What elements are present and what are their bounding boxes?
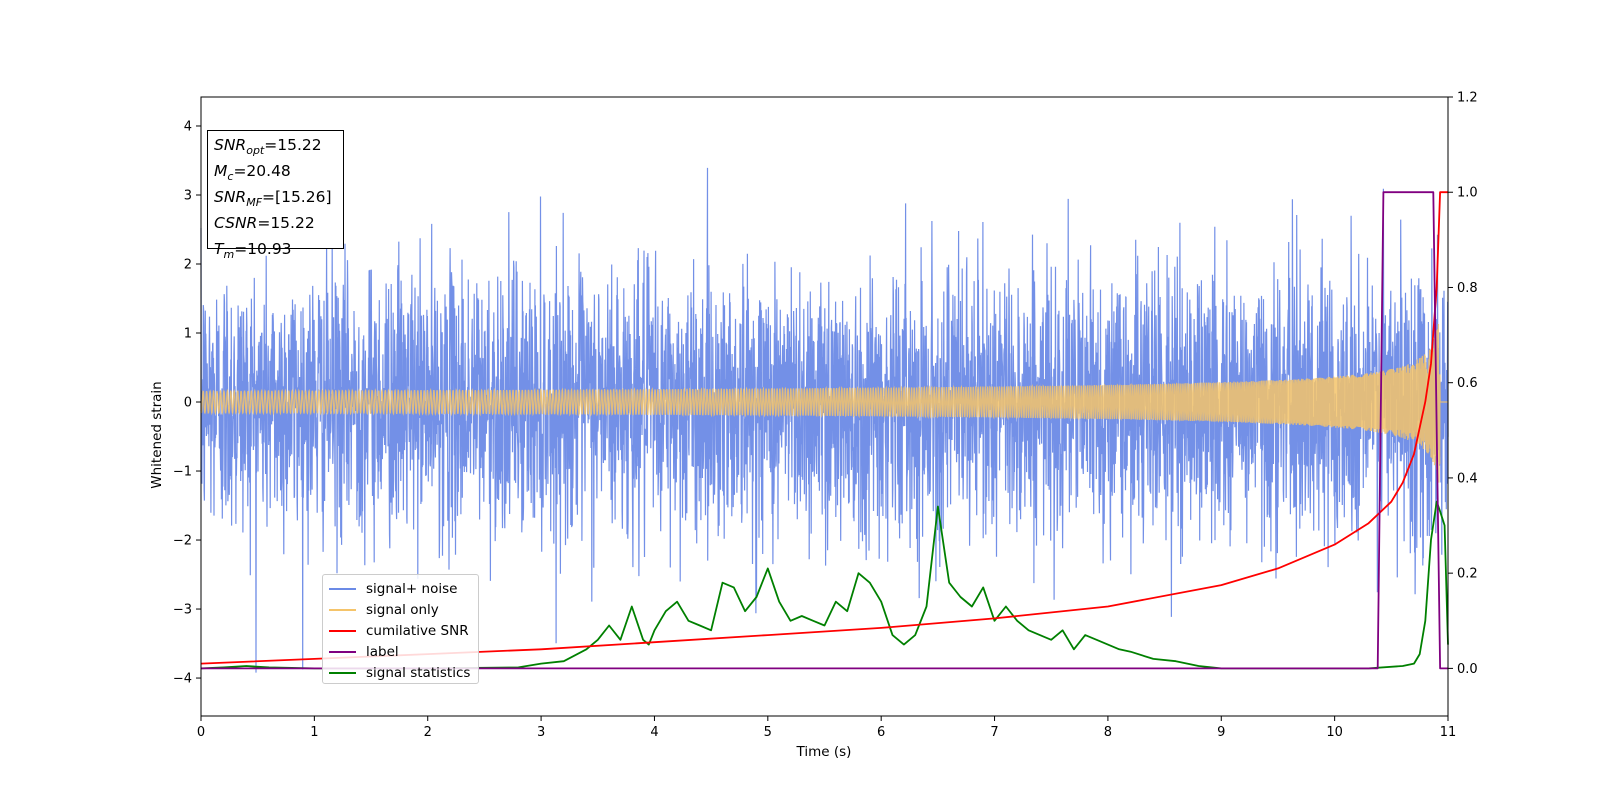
x-axis-label: Time (s) xyxy=(796,744,852,760)
legend-item-cumulative-snr: cumilative SNR xyxy=(329,620,478,641)
y2-tick-label: 1.2 xyxy=(1457,91,1478,106)
axes: 0 1 2 3 4 5 6 7 8 9 10 1143210−1−2−3−41.21.00.80.60… xyxy=(173,91,1478,741)
x-tick-label: 7 xyxy=(990,725,998,740)
legend: signal+ noise signal only cumilative SNR… xyxy=(322,574,479,684)
info-symbol: SNR xyxy=(214,136,247,154)
y2-tick-label: 1.0 xyxy=(1457,186,1478,201)
x-tick-label: 9 xyxy=(1217,725,1225,740)
info-subscript: m xyxy=(223,248,235,261)
legend-swatch xyxy=(329,629,356,632)
info-symbol: CSNR xyxy=(214,214,258,232)
info-value: =20.48 xyxy=(233,162,291,180)
x-tick-label: 1 xyxy=(310,725,318,740)
y-axis-label: Whitened strain xyxy=(149,381,165,488)
info-line-snr-opt: SNRopt=15.22 xyxy=(214,135,337,161)
info-value: =15.22 xyxy=(264,136,322,154)
y-tick-label: −1 xyxy=(173,465,192,480)
x-tick-label: 4 xyxy=(650,725,658,740)
cumulative-snr-line xyxy=(200,191,1448,665)
info-value: =[15.26] xyxy=(262,188,332,206)
y-tick-label: −4 xyxy=(173,672,192,687)
info-line-snr-mf: SNRMF=[15.26] xyxy=(214,187,337,213)
legend-item-signal-only: signal only xyxy=(329,599,478,620)
y-tick-label: 1 xyxy=(184,327,192,342)
x-tick-label: 5 xyxy=(764,725,772,740)
y2-tick-label: 0.0 xyxy=(1457,662,1478,677)
legend-swatch xyxy=(329,587,356,590)
info-line-csnr: CSNR=15.22 xyxy=(214,213,337,239)
y2-tick-label: 0.4 xyxy=(1457,471,1478,486)
x-tick-label: 0 xyxy=(197,725,205,740)
info-subscript: opt xyxy=(246,144,265,157)
legend-swatch xyxy=(329,608,356,611)
info-value: =10.93 xyxy=(234,240,292,258)
x-tick-label: 10 xyxy=(1326,725,1343,740)
legend-item-signal-statistics: signal statistics xyxy=(329,662,478,683)
info-box: SNRopt=15.22 Mc=20.48 SNRMF=[15.26] CSNR… xyxy=(207,130,344,261)
x-tick-label: 2 xyxy=(424,725,432,740)
info-symbol: M xyxy=(214,162,228,180)
info-subscript: MF xyxy=(246,196,263,209)
x-tick-label: 6 xyxy=(877,725,885,740)
legend-label: cumilative SNR xyxy=(366,622,469,639)
info-line-tm: Tm=10.93 xyxy=(214,239,337,265)
plot-frame xyxy=(200,96,1449,717)
legend-item-signal-noise: signal+ noise xyxy=(329,578,478,599)
legend-item-label: label xyxy=(329,641,478,662)
info-symbol: SNR xyxy=(214,188,247,206)
y2-tick-label: 0.2 xyxy=(1457,567,1478,582)
label-line xyxy=(201,191,1448,670)
legend-label: signal+ noise xyxy=(366,580,458,597)
legend-label: signal only xyxy=(366,601,439,618)
info-value: =15.22 xyxy=(257,214,315,232)
y-tick-label: 3 xyxy=(184,188,192,203)
y-tick-label: −2 xyxy=(173,534,192,549)
y-tick-label: 2 xyxy=(184,257,192,272)
x-tick-label: 3 xyxy=(537,725,545,740)
legend-swatch xyxy=(329,650,356,653)
legend-label: label xyxy=(366,643,399,660)
legend-swatch xyxy=(329,671,356,674)
info-symbol: T xyxy=(214,240,224,258)
signal-only-line xyxy=(200,323,1448,483)
info-line-mc: Mc=20.48 xyxy=(214,161,337,187)
y-tick-label: −3 xyxy=(173,603,192,618)
right-axis-series xyxy=(200,191,1449,670)
info-subscript: c xyxy=(227,170,234,183)
legend-label: signal statistics xyxy=(366,664,471,681)
y2-tick-label: 0.6 xyxy=(1457,376,1478,391)
y-tick-label: 0 xyxy=(184,396,192,411)
signal-only-series xyxy=(200,323,1448,483)
x-tick-label: 11 xyxy=(1440,725,1457,740)
y2-tick-label: 0.8 xyxy=(1457,281,1478,296)
x-tick-label: 8 xyxy=(1104,725,1112,740)
y-tick-label: 4 xyxy=(184,119,192,134)
